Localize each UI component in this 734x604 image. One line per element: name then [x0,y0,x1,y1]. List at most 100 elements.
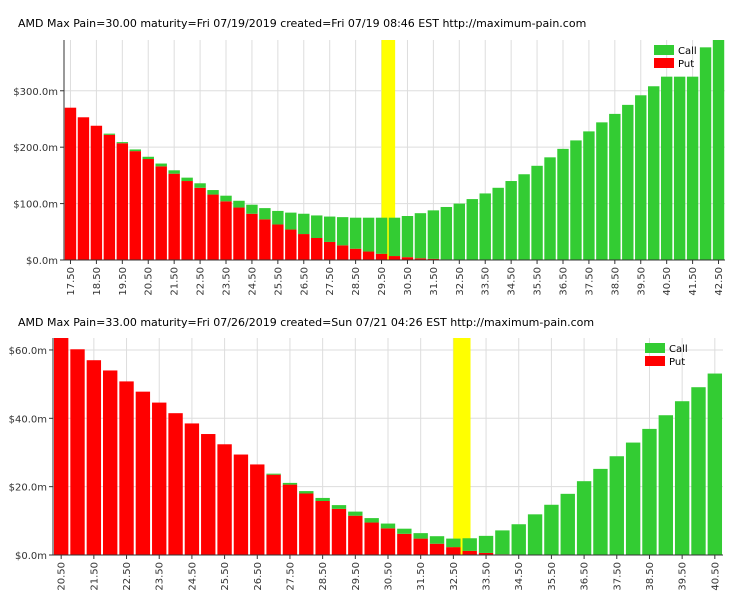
call-bar [622,104,634,260]
call-bar [453,203,466,260]
put-bar [401,257,414,260]
call-bar [712,40,725,260]
call-bar [181,177,193,182]
call-bar [266,473,281,475]
x-tick-label: 27.50 [325,267,336,296]
x-tick-label: 34.50 [514,562,525,591]
call-bar [298,213,310,235]
put-bar [272,224,284,260]
x-tick-label: 36.50 [580,562,591,591]
x-tick-label: 28.50 [318,562,329,591]
call-bar [142,156,154,160]
put-bar [152,402,167,555]
x-tick-label: 30.50 [384,562,395,591]
call-bar [348,511,363,516]
put-bar [348,515,363,555]
put-bar [323,241,336,260]
put-bar [233,207,245,260]
call-bar [336,217,349,246]
y-tick-label: $0.0m [26,256,58,267]
x-tick-label: 17.50 [66,267,77,296]
put-bar [259,219,271,260]
x-tick-label: 27.50 [285,562,296,591]
put-bar [103,134,116,260]
x-tick-label: 32.50 [455,267,466,296]
x-tick-label: 24.50 [247,267,258,296]
chart-1-y-axis: $0.0m $100.0m $200.0m $300.0m [13,40,65,267]
call-bar [103,133,116,135]
x-tick-label: 37.50 [612,562,623,591]
put-bar [282,484,298,555]
x-tick-label: 40.50 [710,562,721,591]
call-bar [427,210,440,259]
x-tick-label: 22.50 [196,267,207,296]
call-bar [642,428,657,555]
x-tick-label: 36.50 [558,267,569,296]
call-bar [518,174,530,260]
put-bar [429,543,445,555]
call-bar [658,415,673,555]
call-bar [429,536,445,544]
call-bar [375,217,388,254]
call-bar [259,208,271,220]
y-tick-label: $0.0m [15,551,47,562]
put-bar [311,238,323,260]
put-bar [364,522,379,555]
put-bar [64,107,77,260]
y-tick-label: $60.0m [9,346,47,357]
call-bar [272,210,284,225]
call-bar [478,535,494,553]
call-bar [560,493,575,555]
put-bar [397,533,412,555]
call-bar [349,217,362,249]
put-bar [70,349,85,555]
x-tick-label: 40.50 [662,267,673,296]
put-bar [77,117,90,261]
x-tick-label: 39.50 [636,267,647,296]
call-bar [364,518,379,523]
call-bar [168,170,180,174]
call-bar [531,165,543,260]
x-tick-label: 42.50 [714,267,725,296]
call-bar [315,497,330,502]
put-bar [201,434,216,555]
put-bar [299,493,314,555]
legend-call-swatch [645,343,665,353]
call-bar [362,217,375,252]
put-bar [380,528,396,555]
x-tick-label: 34.50 [507,267,518,296]
call-bar [593,468,608,555]
legend-call-swatch [654,45,674,55]
x-tick-label: 32.50 [449,562,460,591]
call-bar [331,505,347,509]
put-bar [375,253,388,260]
call-bar [129,149,141,152]
x-tick-label: 39.50 [678,562,689,591]
put-bar [142,159,154,260]
x-tick-label: 38.50 [645,562,656,591]
x-tick-label: 25.50 [220,562,231,591]
call-bar [673,76,686,261]
call-bar [699,47,712,261]
x-tick-label: 24.50 [187,562,198,591]
call-bar [544,157,556,260]
put-bar [103,370,118,555]
put-bar [86,360,102,555]
x-tick-label: 21.50 [170,267,181,296]
put-bar [336,245,349,260]
x-tick-label: 21.50 [89,562,100,591]
put-bar [207,194,219,260]
chart-1: AMD Max Pain=30.00 maturity=Fri 07/19/20… [13,17,725,296]
chart-1-legend: Call Put [654,45,697,70]
x-tick-label: 38.50 [610,267,621,296]
put-bar [233,454,249,555]
call-bar [707,373,723,555]
chart-1-x-axis: 17.50 18.50 19.50 20.50 21.50 22.50 23.50 24.50… [64,259,725,296]
call-bar [466,199,478,260]
x-tick-label: 26.50 [299,267,310,296]
call-bar [557,148,569,260]
put-bar [298,234,310,260]
legend-call-label: Call [678,46,697,57]
legend-put-swatch [645,356,665,366]
put-bar [349,248,362,260]
